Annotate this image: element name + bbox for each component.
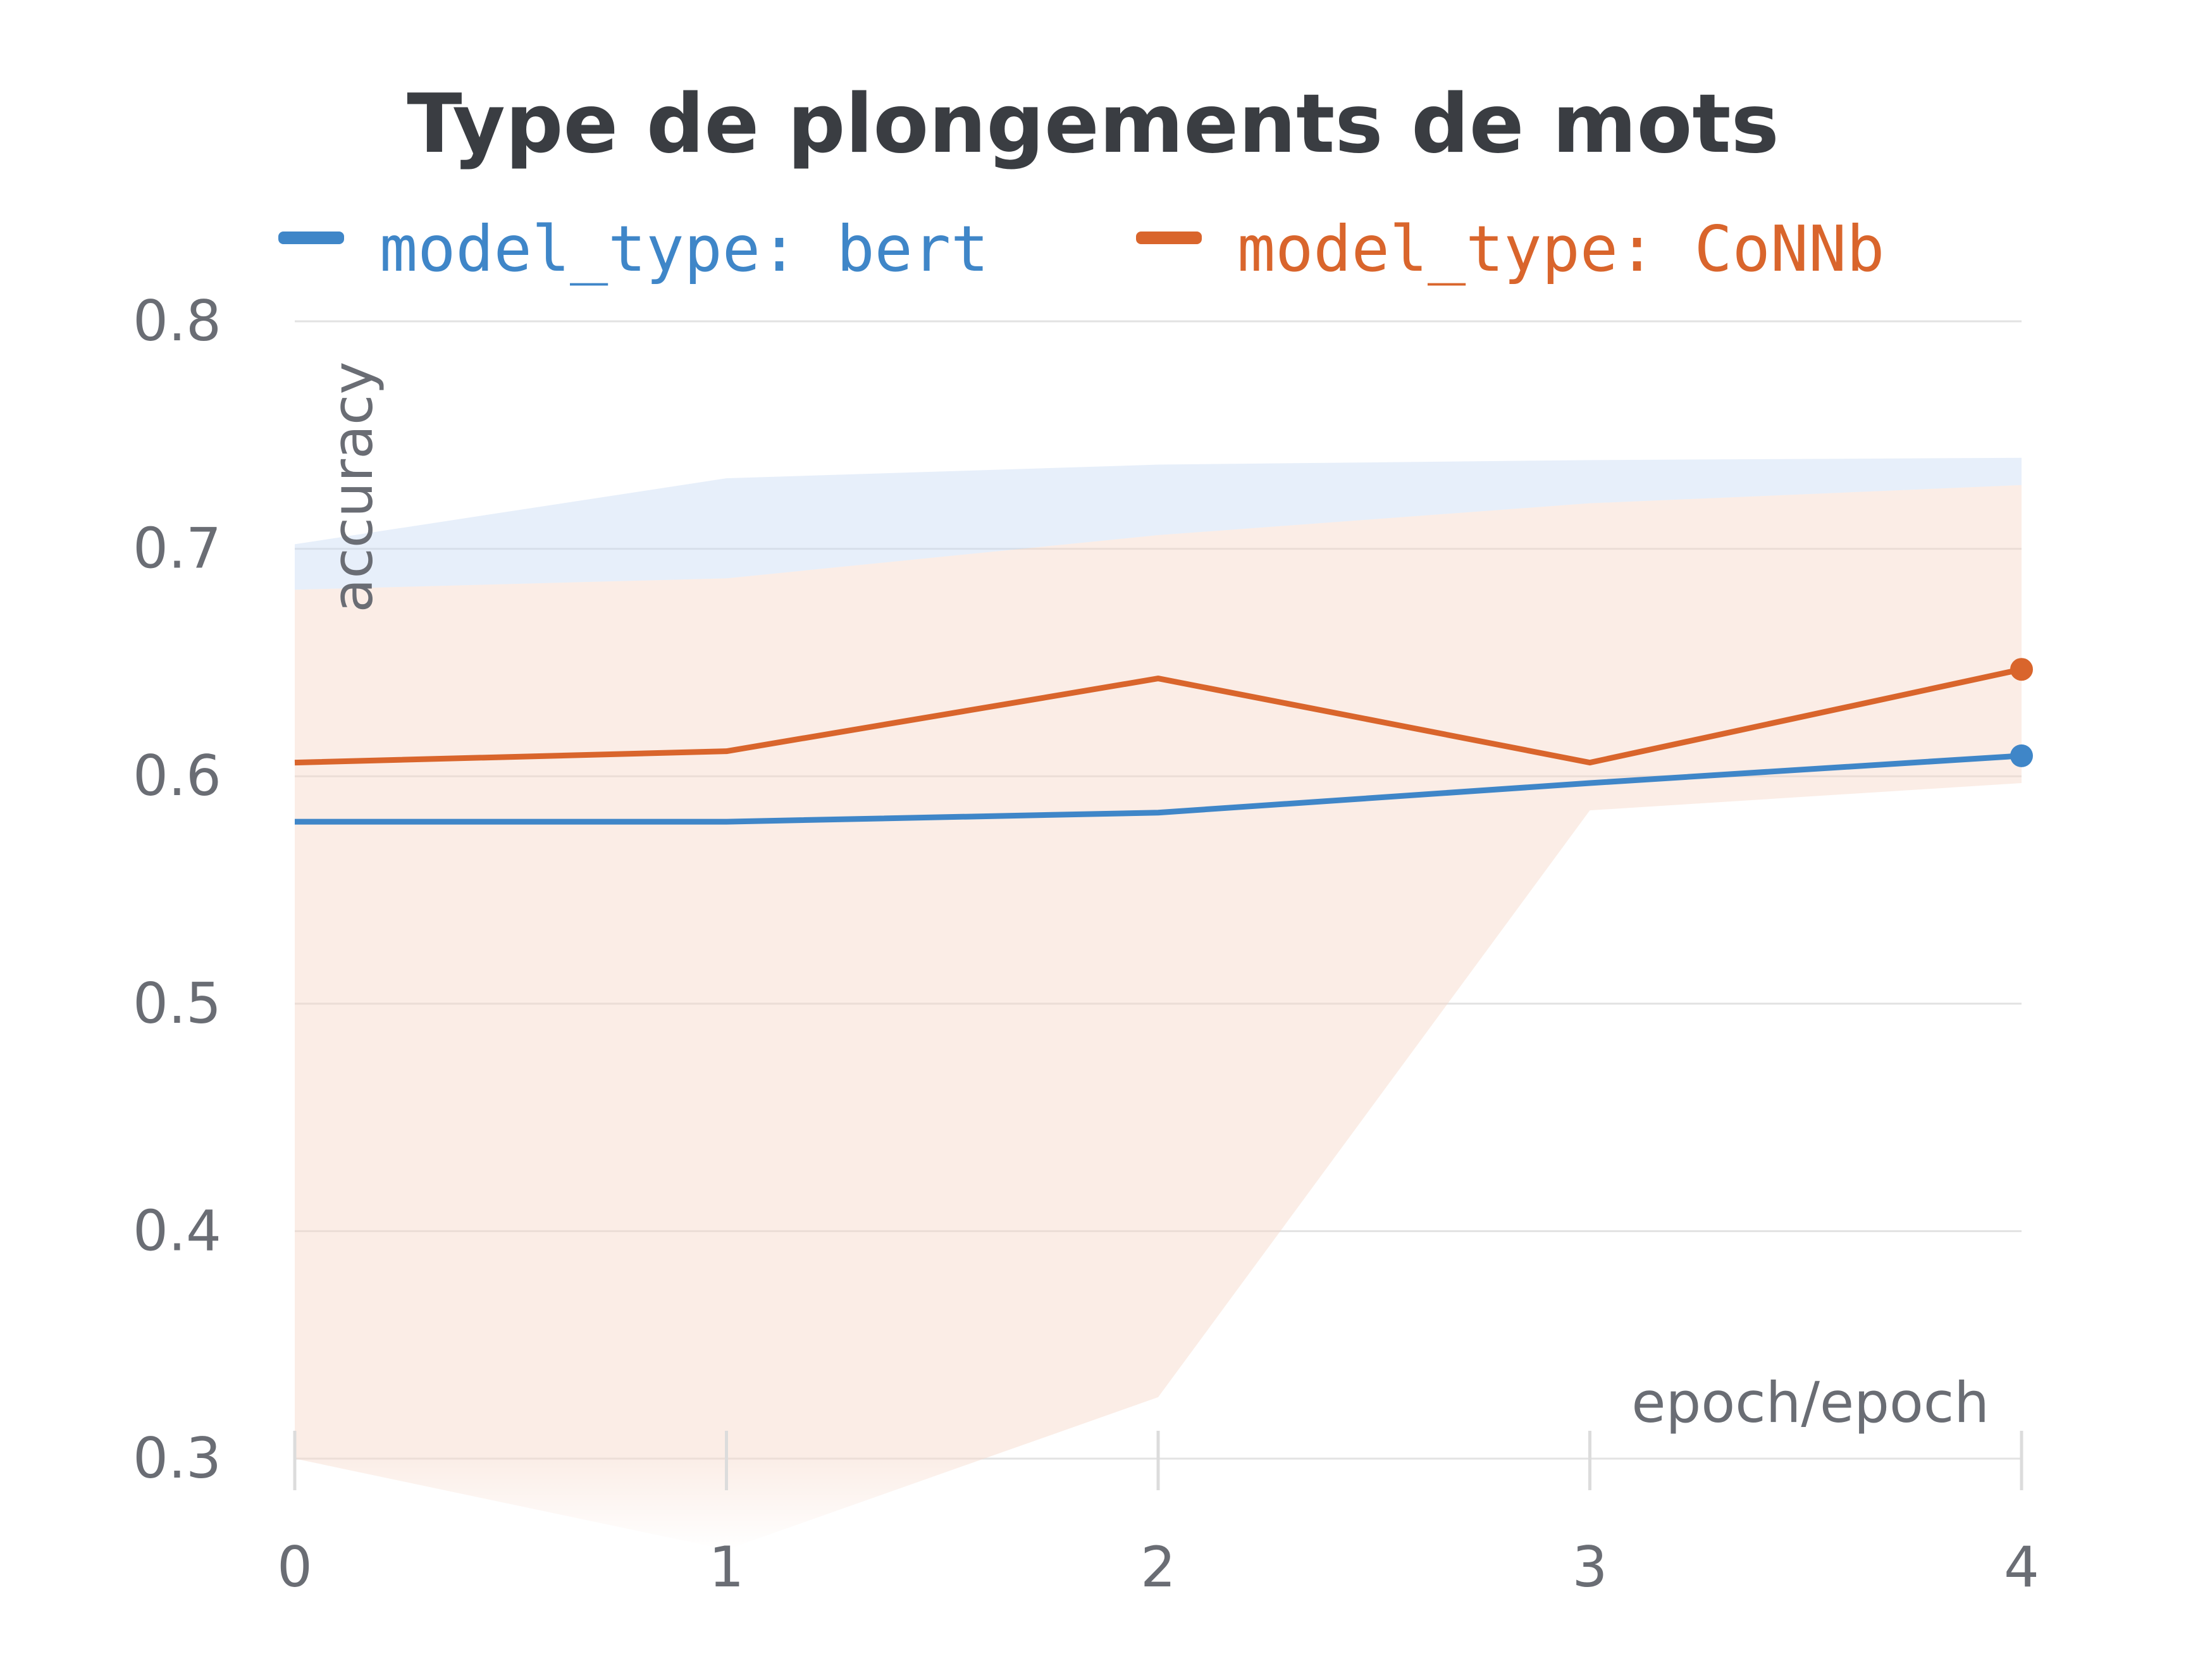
- legend-swatch-1: [1136, 232, 1202, 244]
- series-end-point-1: [2010, 658, 2033, 681]
- chart-title: Type de plongements de mots: [407, 77, 1779, 171]
- x-tick-label: 0: [277, 1535, 312, 1600]
- x-axis: 0 1 2 3 4: [277, 1431, 2039, 1600]
- series-line-0: [295, 753, 2022, 825]
- series-lines: [294, 658, 2033, 825]
- legend: model_type: bert model_type: CoNNb: [278, 212, 1885, 286]
- x-tick-label: 3: [1572, 1535, 1608, 1600]
- x-tick-label: 4: [2004, 1535, 2039, 1600]
- band-0: [295, 457, 2022, 590]
- legend-label-1: model_type: CoNNb: [1237, 212, 1885, 286]
- legend-swatch-0: [278, 232, 344, 244]
- series-line-1: [294, 666, 2022, 766]
- series-end-point-0: [2010, 744, 2033, 767]
- y-tick-label: 0.7: [133, 516, 221, 581]
- y-tick-label: 0.3: [133, 1426, 221, 1491]
- y-tick-label: 0.5: [133, 971, 221, 1036]
- legend-label-0: model_type: bert: [380, 212, 989, 286]
- y-tick-label: 0.4: [133, 1198, 221, 1263]
- y-tick-label: 0.8: [133, 288, 221, 354]
- x-tick-label: 2: [1140, 1535, 1176, 1600]
- y-axis-label: accuracy: [320, 361, 385, 612]
- y-tick-label: 0.6: [133, 743, 221, 808]
- x-axis-label: epoch/epoch: [1631, 1370, 1989, 1435]
- y-axis: 0.3 0.4 0.5 0.6 0.7 0.8: [133, 288, 221, 1491]
- x-tick-label: 1: [709, 1535, 744, 1600]
